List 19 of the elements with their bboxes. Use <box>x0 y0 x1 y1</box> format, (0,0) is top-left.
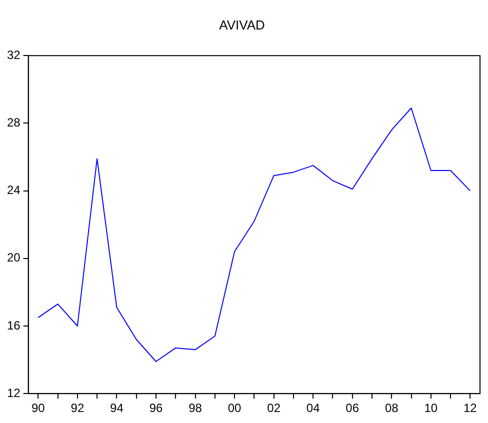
y-tick-label: 20 <box>6 250 21 265</box>
y-tick-label: 32 <box>6 48 21 62</box>
x-tick-label: 90 <box>31 401 46 416</box>
x-tick-label: 94 <box>110 401 124 416</box>
x-tick-label: 04 <box>306 401 320 416</box>
x-tick-label: 92 <box>70 401 84 416</box>
y-tick-label: 24 <box>6 183 21 198</box>
x-tick-label: 00 <box>228 401 242 416</box>
y-tick-label: 28 <box>6 116 21 130</box>
x-tick-label: 96 <box>149 401 163 416</box>
y-tick-label: 16 <box>6 318 21 332</box>
x-tick-label: 06 <box>346 401 360 416</box>
chart-title: AVIVAD <box>219 17 265 32</box>
x-tick-label: 08 <box>384 401 399 416</box>
x-tick-label: 98 <box>188 401 202 416</box>
y-tick-label: 12 <box>6 386 21 400</box>
x-tick-label: 02 <box>267 401 281 416</box>
x-tick-label: 10 <box>424 401 438 416</box>
x-tick-label: 12 <box>464 401 478 416</box>
